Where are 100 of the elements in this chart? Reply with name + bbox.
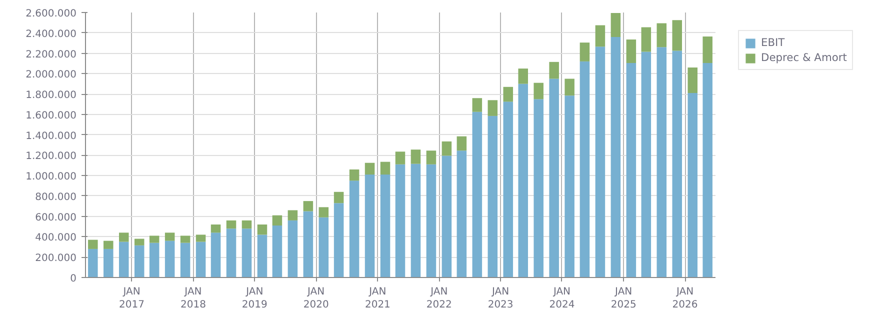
bar bbox=[641, 27, 652, 52]
bar bbox=[410, 164, 421, 278]
bar bbox=[334, 192, 344, 204]
bar bbox=[426, 150, 436, 164]
x-tick-label: JAN 2025 bbox=[610, 286, 636, 311]
bar bbox=[118, 232, 129, 242]
bar bbox=[349, 180, 360, 278]
bar bbox=[503, 86, 514, 102]
bar bbox=[702, 36, 712, 63]
bar bbox=[395, 164, 406, 278]
y-tick-label: 0 bbox=[70, 274, 77, 284]
bar bbox=[688, 68, 698, 94]
bar bbox=[118, 242, 129, 278]
bar bbox=[349, 169, 360, 181]
bar bbox=[503, 102, 514, 278]
y-tick-label: 2.000.000 bbox=[26, 70, 77, 81]
bar bbox=[318, 217, 329, 278]
bar bbox=[134, 238, 144, 246]
legend-label: EBIT bbox=[761, 36, 785, 49]
bar bbox=[380, 162, 390, 175]
bar bbox=[472, 98, 482, 112]
bar bbox=[257, 234, 268, 278]
bar bbox=[149, 236, 160, 243]
y-tick-label: 400.000 bbox=[35, 232, 77, 244]
y-tick-label: 1.000.000 bbox=[26, 172, 77, 183]
y-tick-label: 800.000 bbox=[35, 192, 77, 203]
bar bbox=[210, 224, 221, 233]
bar bbox=[334, 203, 344, 278]
bar bbox=[549, 62, 559, 79]
bar bbox=[595, 25, 606, 47]
bar bbox=[472, 112, 482, 278]
bar bbox=[672, 20, 682, 51]
x-tick-label: JAN 2021 bbox=[364, 286, 390, 311]
bar bbox=[410, 150, 421, 164]
x-tick-label: JAN 2022 bbox=[426, 286, 452, 311]
bar bbox=[610, 36, 621, 278]
bar bbox=[272, 215, 282, 226]
bar bbox=[196, 234, 206, 242]
bar bbox=[380, 174, 390, 278]
y-tick-label: 1.800.000 bbox=[26, 90, 77, 102]
bar bbox=[656, 23, 667, 48]
bar bbox=[242, 220, 252, 229]
y-tick-label: 1.200.000 bbox=[26, 151, 77, 162]
x-tick-label: JAN 2024 bbox=[549, 286, 575, 311]
x-tick-label: JAN 2019 bbox=[242, 286, 268, 311]
y-tick-label: 1.600.000 bbox=[26, 110, 77, 122]
y-tick-label: 600.000 bbox=[35, 212, 77, 224]
bar bbox=[564, 96, 574, 278]
bar bbox=[488, 100, 498, 116]
bar bbox=[288, 220, 298, 278]
bar bbox=[564, 78, 574, 96]
legend-label: Deprec & Amort bbox=[761, 51, 847, 64]
y-tick-label: 2.200.000 bbox=[26, 49, 77, 60]
bar bbox=[210, 232, 221, 278]
bar bbox=[149, 242, 160, 278]
bar bbox=[641, 52, 652, 278]
x-tick-label: JAN 2018 bbox=[180, 286, 206, 311]
bar bbox=[549, 78, 559, 278]
bar bbox=[442, 141, 452, 156]
bar bbox=[534, 99, 544, 278]
bar bbox=[104, 240, 114, 249]
bar bbox=[580, 61, 590, 278]
bar bbox=[288, 210, 298, 220]
x-tick-label: JAN 2020 bbox=[303, 286, 329, 311]
bar bbox=[456, 150, 467, 278]
bar bbox=[626, 62, 636, 278]
bar bbox=[134, 245, 144, 278]
bar bbox=[395, 152, 406, 164]
bar bbox=[364, 174, 375, 278]
bar bbox=[226, 228, 236, 278]
bar bbox=[242, 228, 252, 278]
y-tick-label: 2.600.000 bbox=[26, 8, 77, 20]
bar bbox=[626, 40, 636, 63]
bar bbox=[180, 242, 190, 278]
bar bbox=[580, 42, 590, 62]
bar bbox=[688, 93, 698, 278]
bar bbox=[672, 50, 682, 278]
bar bbox=[303, 201, 314, 212]
bar bbox=[442, 156, 452, 278]
bar bbox=[426, 164, 436, 278]
x-tick-label: JAN 2023 bbox=[488, 286, 514, 311]
bar bbox=[456, 136, 467, 151]
bar bbox=[88, 248, 98, 278]
bar bbox=[610, 13, 621, 37]
bar bbox=[104, 248, 114, 278]
bar bbox=[534, 82, 544, 100]
bar bbox=[180, 236, 190, 243]
bar bbox=[318, 207, 329, 218]
bar bbox=[257, 224, 268, 235]
bar bbox=[196, 242, 206, 278]
x-tick-label: JAN 2017 bbox=[119, 286, 145, 311]
bar bbox=[518, 84, 528, 278]
bar bbox=[488, 116, 498, 278]
bar bbox=[656, 47, 667, 278]
bar bbox=[272, 226, 282, 278]
bar bbox=[595, 46, 606, 278]
bar bbox=[303, 211, 314, 278]
bar bbox=[88, 240, 98, 249]
bar bbox=[518, 68, 528, 84]
y-tick-label: 200.000 bbox=[35, 253, 77, 264]
